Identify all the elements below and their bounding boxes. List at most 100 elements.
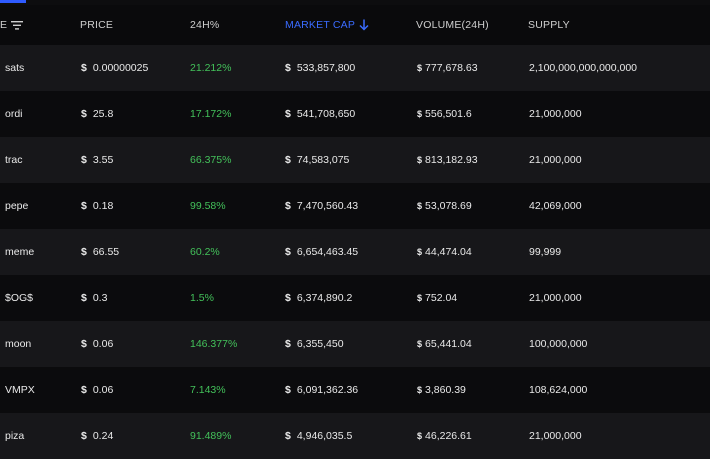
currency-symbol: $ [81,430,87,442]
currency-symbol: $ [285,338,291,350]
price-cell: $66.55 [81,229,119,275]
supply-cell: 108,624,000 [529,384,588,396]
volume-value: 556,501.6 [425,108,472,120]
volume-value: 777,678.63 [425,62,478,74]
market-cap-value: 541,708,650 [296,108,356,120]
change-cell: 17.172% [190,108,232,120]
table-row[interactable]: sats $0.00000025 21.212% $533,857,800 $7… [0,45,710,91]
token-name[interactable]: meme [5,246,35,258]
market-cap-value: 6,654,463.45 [296,246,359,258]
price-value: 0.18 [92,200,114,212]
currency-symbol: $ [285,246,291,258]
currency-symbol: $ [285,200,291,212]
price-value: 66.55 [92,246,120,258]
table-body: sats $0.00000025 21.212% $533,857,800 $7… [0,45,710,459]
table-row[interactable]: piza $0.24 91.489% $4,946,035.5 $46,226.… [0,413,710,459]
currency-symbol: $ [81,384,87,396]
currency-symbol: $ [417,293,423,303]
volume-cell: $3,860.39 [417,367,466,413]
market-cap-cell: $4,946,035.5 [285,413,352,459]
price-column-header[interactable]: PRICE [80,19,113,31]
volume-value: 44,474.04 [425,246,472,258]
price-value: 0.06 [92,338,114,350]
market-cap-cell: $6,355,450 [285,321,344,367]
volume-cell: $53,078.69 [417,183,472,229]
supply-cell: 21,000,000 [529,292,582,304]
table-header: E PRICE 24H% MARKET CAP VOLUME(24H) SUPP… [0,5,710,45]
change-cell: 146.377% [190,338,238,350]
market-cap-cell: $7,470,560.43 [285,183,358,229]
currency-symbol: $ [81,338,87,350]
price-cell: $25.8 [81,91,113,137]
price-cell: $0.00000025 [81,45,148,91]
market-cap-cell: $6,091,362.36 [285,367,358,413]
price-value: 0.3 [92,292,108,304]
change-cell: 60.2% [190,246,220,258]
currency-symbol: $ [285,108,291,120]
supply-cell: 21,000,000 [529,154,582,166]
market-cap-column-header[interactable]: MARKET CAP [285,19,369,31]
table-row[interactable]: pepe $0.18 99.58% $7,470,560.43 $53,078.… [0,183,710,229]
arrow-down-icon [359,19,369,31]
token-name[interactable]: moon [5,338,32,350]
currency-symbol: $ [285,292,291,304]
price-value: 3.55 [92,154,114,166]
table-row[interactable]: trac $3.55 66.375% $74,583,075 $813,182.… [0,137,710,183]
market-cap-cell: $541,708,650 [285,91,355,137]
volume-cell: $556,501.6 [417,91,472,137]
market-cap-cell: $6,374,890.2 [285,275,352,321]
supply-cell: 100,000,000 [529,338,588,350]
change-cell: 66.375% [190,154,232,166]
market-cap-value: 6,355,450 [296,338,344,350]
currency-symbol: $ [81,246,87,258]
market-cap-value: 74,583,075 [296,154,350,166]
supply-column-header[interactable]: SUPPLY [528,19,570,31]
table-row[interactable]: ordi $25.8 17.172% $541,708,650 $556,501… [0,91,710,137]
table-row[interactable]: moon $0.06 146.377% $6,355,450 $65,441.0… [0,321,710,367]
market-cap-cell: $6,654,463.45 [285,229,358,275]
currency-symbol: $ [417,155,423,165]
change-column-header[interactable]: 24H% [190,19,219,31]
change-cell: 99.58% [190,200,226,212]
currency-symbol: $ [81,154,87,166]
volume-header-label: VOLUME(24H) [416,19,489,31]
token-name[interactable]: trac [5,154,23,166]
token-name[interactable]: piza [5,430,25,442]
volume-cell: $65,441.04 [417,321,472,367]
volume-value: 3,860.39 [425,384,466,396]
volume-cell: $44,474.04 [417,229,472,275]
currency-symbol: $ [417,247,423,257]
volume-column-header[interactable]: VOLUME(24H) [416,19,489,31]
volume-cell: $752.04 [417,275,457,321]
supply-cell: 42,069,000 [529,200,582,212]
price-cell: $0.06 [81,367,113,413]
filter-lines-icon[interactable] [11,20,24,30]
token-name[interactable]: VMPX [5,384,35,396]
volume-value: 53,078.69 [425,200,472,212]
supply-cell: 21,000,000 [529,430,582,442]
name-column-header[interactable]: E [0,19,24,31]
table-row[interactable]: VMPX $0.06 7.143% $6,091,362.36 $3,860.3… [0,367,710,413]
token-name[interactable]: sats [5,62,25,74]
currency-symbol: $ [285,154,291,166]
token-name[interactable]: ordi [5,108,23,120]
price-cell: $0.06 [81,321,113,367]
table-row[interactable]: meme $66.55 60.2% $6,654,463.45 $44,474.… [0,229,710,275]
volume-value: 813,182.93 [425,154,478,166]
volume-value: 46,226.61 [425,430,472,442]
active-tab-indicator [0,0,26,3]
token-name[interactable]: pepe [5,200,29,212]
token-name[interactable]: $OG$ [5,292,34,304]
currency-symbol: $ [285,62,291,74]
volume-cell: $813,182.93 [417,137,478,183]
supply-cell: 99,999 [529,246,562,258]
currency-symbol: $ [285,430,291,442]
currency-symbol: $ [417,431,423,441]
volume-value: 752.04 [425,292,458,304]
table-row[interactable]: $OG$ $0.3 1.5% $6,374,890.2 $752.04 21,0… [0,275,710,321]
currency-symbol: $ [81,62,87,74]
currency-symbol: $ [81,200,87,212]
supply-cell: 2,100,000,000,000,000 [529,62,638,74]
price-value: 0.06 [92,384,114,396]
